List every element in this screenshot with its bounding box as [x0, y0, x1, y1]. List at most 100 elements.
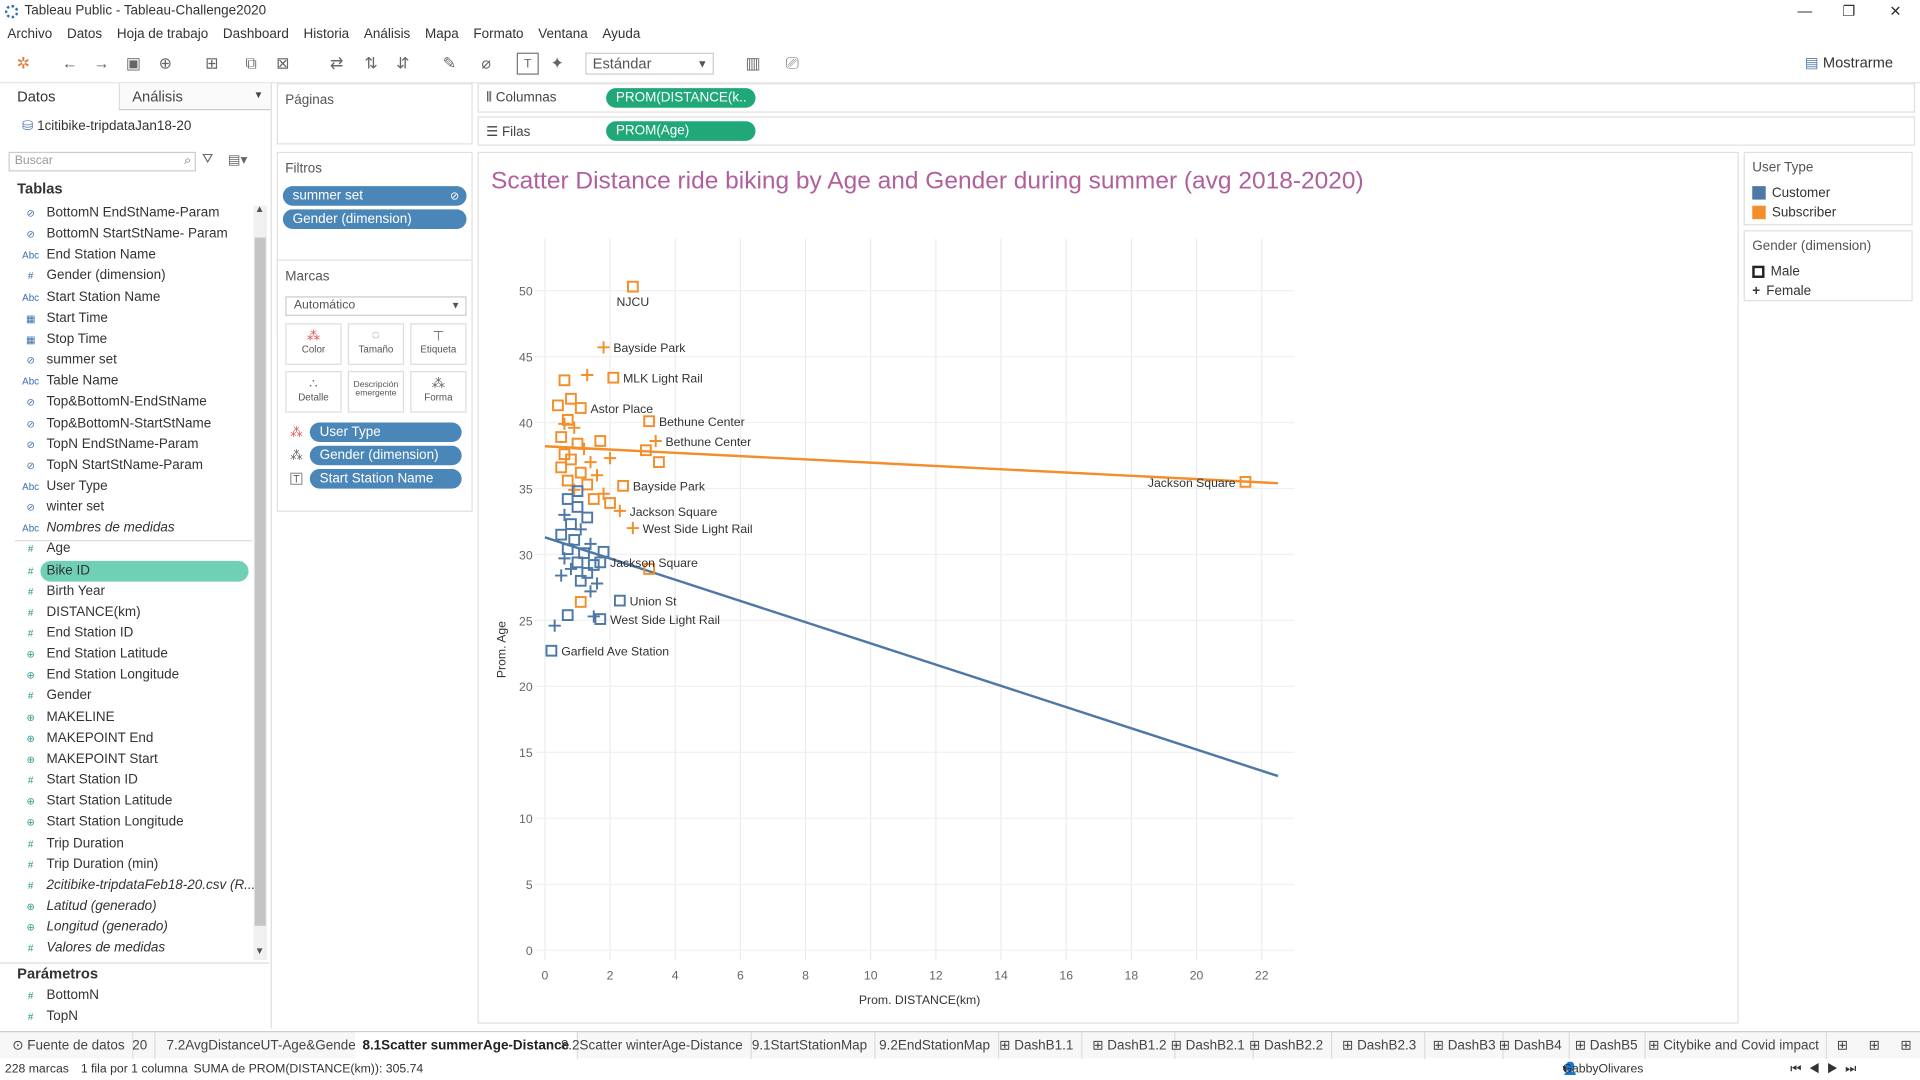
maximize-icon[interactable]: ❐	[1842, 2, 1856, 20]
swap-icon[interactable]: ⇄	[330, 53, 344, 73]
datasource-item[interactable]: ⛁ 1citibike-tripdataJan18-20	[22, 118, 191, 134]
data-point[interactable]	[590, 469, 604, 482]
data-point[interactable]	[558, 508, 571, 521]
data-point[interactable]	[564, 562, 578, 576]
data-point[interactable]	[571, 437, 584, 450]
field-item[interactable]: Abc End Station Name	[0, 245, 252, 266]
field-item[interactable]: ⊘ BottomN StartStName- Param	[0, 224, 252, 245]
field-item[interactable]: # Trip Duration (min)	[0, 854, 252, 875]
data-point[interactable]	[571, 501, 584, 513]
filter-pill-gender[interactable]: Gender (dimension)	[282, 209, 467, 229]
data-point[interactable]	[578, 547, 590, 559]
field-item[interactable]: ⊘ Top&BottomN-StartStName	[0, 413, 252, 434]
field-item[interactable]: ▦ Stop Time	[0, 329, 252, 350]
sheet-nav[interactable]: ⏮◀▶⏭	[1790, 1062, 1864, 1077]
sheet-tab[interactable]: ⊞ DashB2.1	[1163, 1032, 1254, 1060]
data-point[interactable]	[545, 644, 558, 657]
legend-item-female[interactable]: + Female	[1752, 283, 1811, 300]
sheet-tab[interactable]: ⊞ DashB1.2	[1085, 1032, 1176, 1060]
data-point[interactable]	[548, 619, 561, 632]
save-icon[interactable]: ▣	[125, 53, 141, 73]
data-point[interactable]	[568, 421, 581, 434]
field-item[interactable]: # Bike ID	[0, 560, 252, 582]
data-point[interactable]	[571, 485, 584, 497]
sheet-tab[interactable]: 20	[125, 1032, 156, 1060]
data-point[interactable]	[581, 567, 594, 579]
data-point[interactable]	[561, 543, 574, 556]
new-story-icon[interactable]: ⊞	[1900, 1038, 1912, 1054]
shape-button[interactable]: ⁂ Forma	[410, 371, 467, 413]
data-point[interactable]	[574, 523, 587, 536]
scrollbar[interactable]	[253, 205, 267, 961]
sheet-tab[interactable]: ⊞ DashB3	[1425, 1032, 1505, 1060]
data-point[interactable]	[558, 374, 571, 387]
view-options-icon[interactable]: ▤▾	[227, 153, 248, 168]
field-item[interactable]: ⊘ TopN EndStName-Param	[0, 434, 252, 455]
data-point[interactable]	[613, 594, 626, 607]
field-item[interactable]: # Gender	[0, 686, 252, 707]
data-point[interactable]	[590, 577, 604, 590]
data-point[interactable]	[561, 609, 574, 622]
data-point[interactable]	[1239, 476, 1252, 488]
legend-item-subscriber[interactable]: Subscriber	[1752, 204, 1836, 221]
field-item[interactable]: ⊕ Latitud (generado)	[0, 896, 252, 917]
data-point[interactable]	[574, 466, 587, 479]
field-item[interactable]: ⊘ Top&BottomN-EndStName	[0, 392, 252, 413]
data-point[interactable]	[565, 518, 577, 530]
field-item[interactable]: ⊘ winter set	[0, 497, 252, 518]
sheet-tab[interactable]: ⊙ Fuente de datos	[5, 1032, 134, 1060]
data-point[interactable]	[587, 610, 600, 623]
data-point[interactable]	[577, 442, 591, 456]
field-item[interactable]: ⊕ Longitud (generado)	[0, 917, 252, 938]
new-datasource-icon[interactable]: ⊕	[158, 53, 172, 73]
menu-item[interactable]: Ayuda	[602, 26, 641, 42]
data-point[interactable]	[584, 585, 597, 598]
presentation-icon[interactable]: ⎚	[785, 53, 799, 73]
field-item[interactable]: ⊕ End Station Latitude	[0, 644, 252, 665]
menu-item[interactable]: Dashboard	[222, 26, 289, 42]
data-point[interactable]	[587, 559, 600, 571]
field-item[interactable]: # End Station ID	[0, 623, 252, 644]
data-point[interactable]	[558, 417, 571, 430]
user-menu[interactable]: 👤 GabbyOlivares ▾	[1562, 1059, 1643, 1080]
mark-type-select[interactable]: Automático ▼	[285, 296, 467, 316]
menu-item[interactable]: Datos	[66, 26, 103, 42]
sheet-tab[interactable]: ⊞ DashB1.1	[992, 1032, 1082, 1060]
parameter-item[interactable]: # TopN	[0, 1007, 252, 1028]
show-me-button[interactable]: ▤ Mostrarme	[1805, 54, 1893, 71]
rows-shelf[interactable]: ☰ Filas PROM(Age)	[477, 116, 1916, 146]
data-point[interactable]	[653, 456, 665, 468]
marks-card[interactable]: Marcas Automático ▼ ⁂ Color ◌ Tamaño ⊤ Etiqu…	[276, 259, 473, 512]
data-point[interactable]	[568, 534, 581, 546]
sheet-tab[interactable]: 9.2EndStationMap	[872, 1032, 999, 1060]
data-point[interactable]	[617, 479, 629, 492]
data-point[interactable]	[594, 556, 607, 569]
data-point[interactable]	[626, 521, 639, 535]
field-item[interactable]: ⊘ BottomN EndStName-Param	[0, 203, 252, 224]
data-point[interactable]	[574, 574, 587, 587]
field-item[interactable]: # Trip Duration	[0, 833, 252, 854]
pages-card[interactable]: Páginas	[276, 83, 473, 145]
mark-pill-start-station[interactable]: Start Station Name	[309, 468, 462, 489]
highlight-icon[interactable]: ✎	[442, 53, 457, 73]
sheet-tab[interactable]: 7.2AvgDistanceUT-Age&Gender	[159, 1032, 369, 1060]
data-point[interactable]	[604, 497, 616, 509]
label-button[interactable]: ⊤ Etiqueta	[410, 323, 467, 365]
data-point[interactable]	[581, 478, 594, 491]
sheet-tab[interactable]: ⊞ DashB2.3	[1335, 1032, 1425, 1060]
data-point[interactable]	[597, 341, 610, 354]
labels-icon[interactable]: T	[516, 52, 539, 75]
field-item[interactable]: #2citibike-tripdataFeb18-20.csv (R...	[0, 875, 256, 896]
field-item[interactable]: ⊕ MAKELINE	[0, 707, 252, 728]
color-button[interactable]: ⁂ Color	[285, 323, 342, 365]
field-item[interactable]: ⊕ Start Station Latitude	[0, 791, 252, 812]
rows-pill[interactable]: PROM(Age)	[606, 121, 756, 141]
legend-item-male[interactable]: Male	[1752, 263, 1800, 280]
sort-descending-icon[interactable]: ⇵	[396, 53, 410, 73]
tab-analytics[interactable]: Análisis ▼	[118, 83, 271, 111]
scatter-plot[interactable]: NJCU Bayside Park MLK Light Rail Astor Plac…	[479, 153, 1738, 1022]
scroll-down-icon[interactable]: ▼	[254, 945, 265, 957]
new-dashboard-icon[interactable]: ⊞	[1868, 1038, 1880, 1054]
parameter-item[interactable]: # BottomN	[0, 986, 252, 1007]
trend-line[interactable]	[544, 536, 1279, 778]
